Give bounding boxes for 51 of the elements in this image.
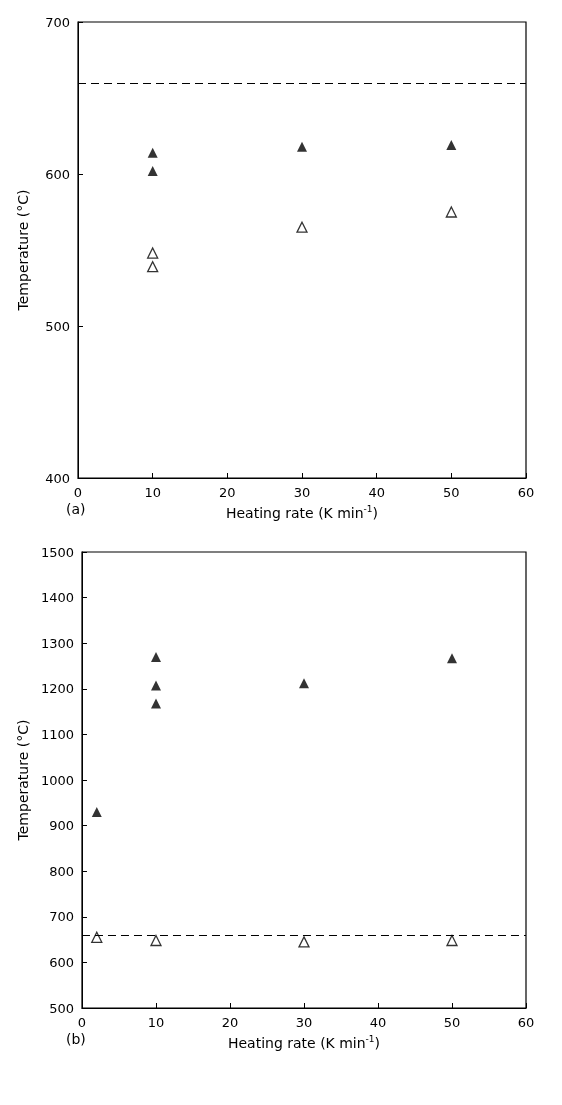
x-tick-label: 30 — [293, 485, 311, 500]
y-tick-label: 1300 — [40, 635, 74, 651]
y-tick-label: 700 — [45, 14, 70, 30]
x-tick-label: 0 — [73, 485, 83, 500]
x-tick-label: 60 — [517, 1015, 535, 1030]
point — [91, 806, 102, 817]
point — [147, 261, 159, 273]
point — [447, 653, 457, 664]
y-tick-label: 1100 — [40, 726, 74, 742]
point — [446, 140, 457, 151]
x-tick-label: 40 — [369, 1015, 387, 1030]
point — [147, 247, 159, 259]
point — [150, 698, 161, 709]
point — [446, 934, 458, 947]
x-tick-label: 20 — [219, 485, 236, 500]
y-tick-label: 600 — [45, 166, 70, 182]
y-tick-label: 600 — [49, 954, 74, 970]
point — [150, 680, 161, 691]
x-tick-label: 60 — [517, 485, 535, 500]
point — [298, 936, 310, 948]
y-axis-title: Temperature (°C) — [15, 189, 31, 312]
point — [91, 931, 103, 943]
y-tick-label: 700 — [49, 909, 74, 925]
x-tick-label: 50 — [443, 485, 460, 500]
y-tick-label: 800 — [49, 863, 74, 879]
y-tick-label: 400 — [45, 470, 70, 486]
point — [150, 651, 161, 662]
x-tick-label: 0 — [77, 1015, 87, 1030]
y-tick-label: 500 — [49, 1000, 74, 1016]
y-tick-label: 500 — [45, 318, 70, 334]
x-tick-label: 50 — [443, 1015, 461, 1030]
y-tick-label: 1400 — [40, 590, 74, 606]
point — [150, 934, 162, 947]
y-tick-label: 1200 — [40, 681, 74, 697]
x-tick-label: 30 — [295, 1015, 313, 1030]
y-tick-label: 900 — [49, 818, 74, 834]
point — [445, 206, 457, 218]
y-tick-label: 1000 — [40, 772, 74, 788]
point — [147, 165, 158, 176]
point — [298, 678, 309, 689]
x-tick-label: 10 — [144, 485, 161, 500]
point — [297, 141, 307, 152]
y-tick-label: 1500 — [40, 544, 74, 560]
x-tick-label: 20 — [221, 1015, 239, 1030]
x-tick-label: 10 — [147, 1015, 165, 1030]
point — [147, 147, 158, 158]
text: (b) — [66, 1031, 86, 1047]
text: (a) — [66, 501, 86, 517]
point — [296, 221, 308, 233]
x-tick-label: 40 — [368, 485, 385, 500]
y-axis-title: Temperature (°C) — [15, 719, 31, 842]
